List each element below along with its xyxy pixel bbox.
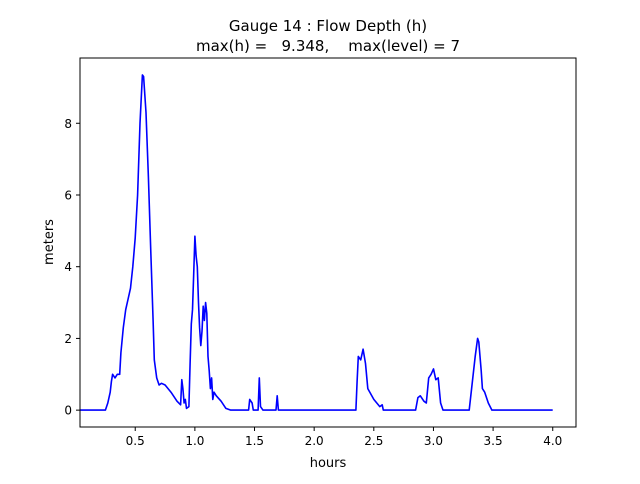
x-axis: 0.5 1.0 1.5 2.0 2.5 3.0 3.5 4.0 [126,427,562,448]
x-tick-label: 2.0 [305,434,324,448]
chart-title-line2: max(h) = 9.348, max(level) = 7 [196,37,460,55]
x-tick-label: 3.0 [424,434,443,448]
y-axis: 0 2 4 6 8 [64,117,80,418]
axes-frame [79,57,577,428]
x-tick-label: 3.5 [484,434,503,448]
y-tick-label: 2 [64,332,72,346]
y-tick-label: 6 [64,188,72,202]
x-tick-label: 1.5 [245,434,264,448]
y-tick-label: 0 [64,404,72,418]
x-tick-label: 2.5 [364,434,383,448]
y-tick-label: 8 [64,117,72,131]
x-axis-label: hours [310,456,347,471]
x-tick-label: 4.0 [543,434,562,448]
chart-title-line1: Gauge 14 : Flow Depth (h) [229,17,427,35]
series-line-h [80,74,553,411]
y-tick-label: 4 [64,260,72,274]
plot-area [80,74,553,411]
y-axis-label: meters [42,219,57,265]
x-tick-label: 0.5 [126,434,145,448]
x-tick-label: 1.0 [185,434,204,448]
